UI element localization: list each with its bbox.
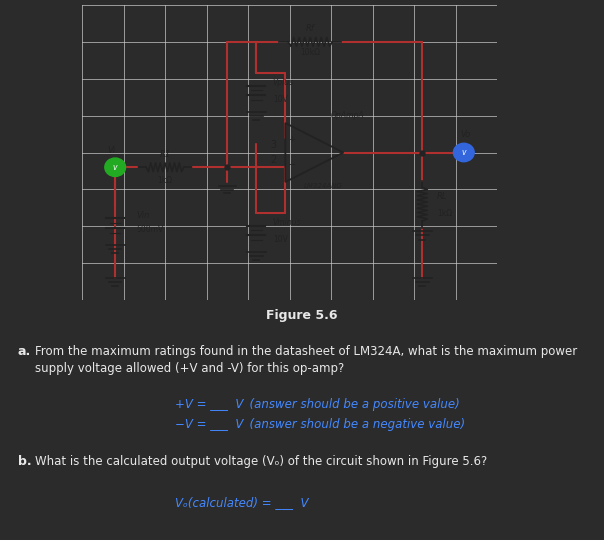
Text: +V = ___  V  (answer should be a positive value): +V = ___ V (answer should be a positive …	[175, 398, 460, 411]
Circle shape	[454, 143, 474, 161]
Text: R1: R1	[159, 150, 170, 159]
Text: 1kΩ: 1kΩ	[158, 176, 173, 185]
Text: 10V: 10V	[273, 235, 288, 244]
Text: a.: a.	[18, 345, 31, 358]
Text: −V = ___  V  (answer should be a negative value): −V = ___ V (answer should be a negative …	[175, 418, 465, 431]
Text: Vminus: Vminus	[273, 218, 301, 227]
Text: What is the calculated output voltage (Vₒ) of the circuit shown in Figure 5.6?: What is the calculated output voltage (V…	[35, 455, 487, 468]
Text: OpAmpA: OpAmpA	[331, 111, 364, 120]
Text: v: v	[113, 163, 117, 172]
Circle shape	[105, 158, 126, 177]
Text: 2: 2	[270, 155, 276, 165]
Text: −: −	[288, 160, 295, 171]
Text: b.: b.	[18, 455, 31, 468]
Text: +: +	[288, 135, 295, 144]
Text: Rf: Rf	[306, 24, 315, 33]
Text: v: v	[461, 148, 466, 157]
Text: 10kΩ: 10kΩ	[300, 49, 320, 57]
Text: RL: RL	[437, 192, 448, 201]
Text: Vin: Vin	[136, 211, 149, 220]
Text: 1kΩ: 1kΩ	[437, 209, 452, 218]
Text: supply voltage allowed (+V and -V) for this op-amp?: supply voltage allowed (+V and -V) for t…	[35, 362, 344, 375]
Text: Vₒ(calculated) = ___  V: Vₒ(calculated) = ___ V	[175, 496, 309, 509]
Text: Vo: Vo	[461, 130, 471, 139]
Text: Vi: Vi	[107, 146, 115, 155]
Text: 10V: 10V	[273, 94, 288, 104]
Text: Figure 5.6: Figure 5.6	[266, 308, 338, 321]
Text: 3: 3	[270, 140, 276, 150]
Text: From the maximum ratings found in the datasheet of LM324A, what is the maximum p: From the maximum ratings found in the da…	[35, 345, 577, 358]
Text: Vplus: Vplus	[273, 78, 294, 87]
Text: LM324ANG: LM324ANG	[303, 183, 342, 188]
Text: 500mV: 500mV	[136, 225, 163, 234]
